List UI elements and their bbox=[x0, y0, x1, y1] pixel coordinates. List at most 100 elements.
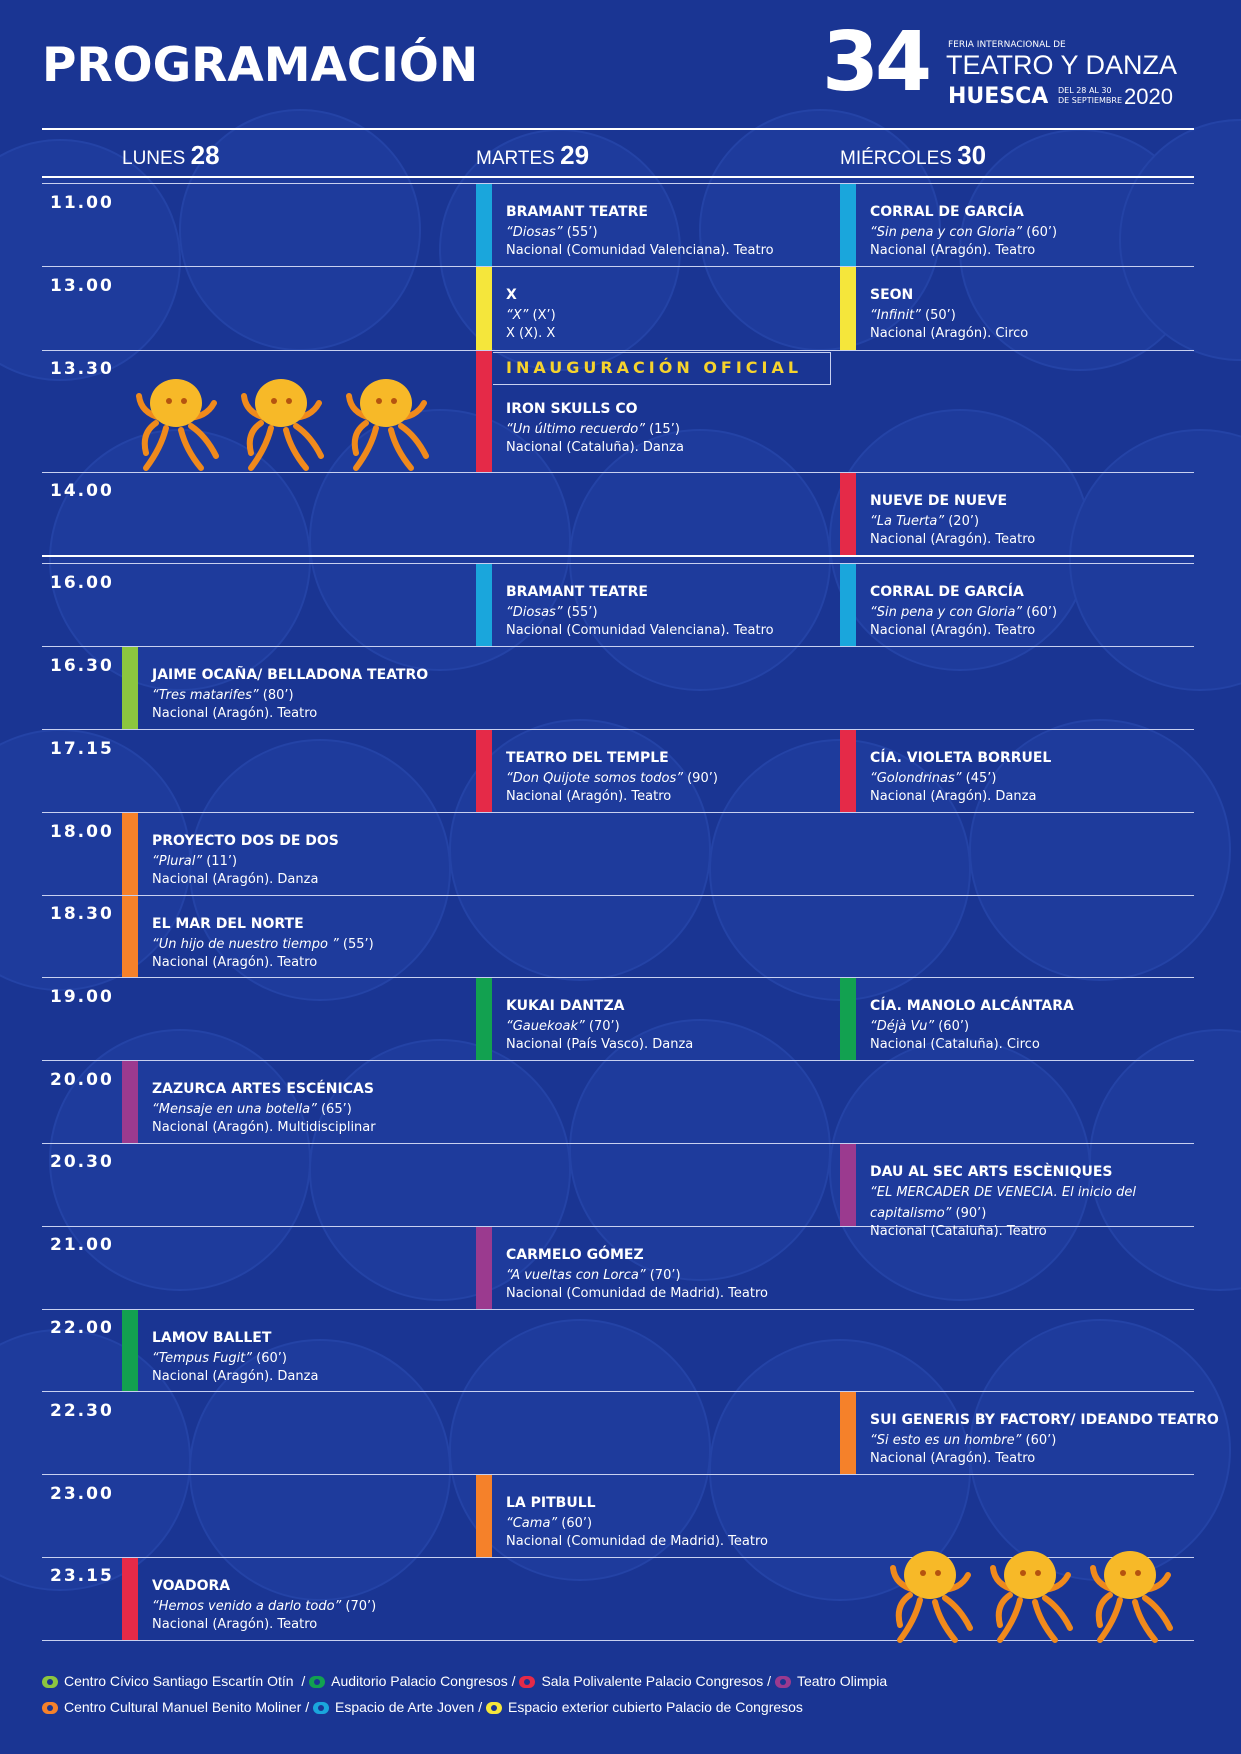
event-company: BRAMANT TEATRE bbox=[506, 584, 648, 600]
legend-separator: / bbox=[301, 1673, 306, 1689]
event-work: “Sin pena y con Gloria” bbox=[870, 225, 1023, 240]
event-work: “Déjà Vu” bbox=[870, 1019, 935, 1034]
venue-color-bar bbox=[840, 1144, 856, 1226]
event-info: Nacional (Aragón). Teatro bbox=[152, 706, 318, 721]
event-work: “Hemos venido a darlo todo” bbox=[152, 1599, 342, 1614]
legend-item: Espacio exterior cubierto Palacio de Con… bbox=[486, 1699, 803, 1715]
event-duration: (60’) bbox=[557, 1516, 593, 1531]
event-company: CARMELO GÓMEZ bbox=[506, 1247, 644, 1263]
location-pin-icon bbox=[42, 1676, 58, 1689]
event-work: “Tempus Fugit” bbox=[152, 1351, 253, 1366]
event-work: “Don Quijote somos todos” bbox=[506, 771, 683, 786]
event-work: “X” bbox=[506, 308, 529, 323]
event-company: NUEVE DE NUEVE bbox=[870, 493, 1008, 509]
venue-color-bar bbox=[476, 564, 492, 646]
event-work: “Tres matarifes” bbox=[152, 688, 259, 703]
event-work: “Un último recuerdo” bbox=[506, 422, 645, 437]
event-duration: (60’) bbox=[252, 1351, 287, 1366]
time-label: 18.30 bbox=[50, 904, 114, 924]
inauguracion-label: INAUGURACIÓN OFICIAL bbox=[506, 358, 803, 377]
venue-color-bar bbox=[476, 351, 492, 472]
event-work: “Si esto es un hombre” bbox=[870, 1433, 1022, 1448]
event-info: Nacional (Cataluña). Teatro bbox=[870, 1224, 1047, 1239]
event-info: Nacional (Aragón). Teatro bbox=[870, 623, 1036, 638]
row-rule bbox=[42, 563, 1194, 564]
venue-color-bar bbox=[122, 647, 138, 729]
legend-label: Teatro Olimpia bbox=[796, 1673, 888, 1689]
row-rule bbox=[42, 646, 1194, 647]
legend-separator: / bbox=[478, 1699, 483, 1715]
event-company: SUI GENERIS BY FACTORY/ IDEANDO TEATRO bbox=[870, 1412, 1219, 1428]
event-info: Nacional (Aragón). Teatro bbox=[152, 955, 318, 970]
legend-item: Espacio de Arte Joven / bbox=[313, 1699, 482, 1715]
event-info: Nacional (Comunidad Valenciana). Teatro bbox=[506, 623, 774, 638]
event-info: Nacional (Aragón). Teatro bbox=[870, 532, 1036, 547]
event-duration: (60’) bbox=[1022, 225, 1058, 240]
time-label: 19.00 bbox=[50, 987, 114, 1007]
event-work: “Plural” bbox=[152, 854, 203, 869]
location-pin-icon bbox=[313, 1702, 330, 1715]
event-company: VOADORA bbox=[152, 1578, 231, 1594]
event-duration: (20’) bbox=[944, 514, 980, 529]
event-duration: (70’) bbox=[341, 1599, 377, 1614]
event-info: Nacional (Aragón). Teatro bbox=[870, 1451, 1036, 1466]
logo-feria: FERIA INTERNACIONAL DE bbox=[948, 40, 1066, 50]
venue-color-bar bbox=[476, 978, 492, 1060]
row-rule bbox=[42, 183, 1194, 184]
time-label: 20.30 bbox=[50, 1152, 114, 1172]
venue-color-bar bbox=[122, 1310, 138, 1391]
event-company: LA PITBULL bbox=[506, 1495, 596, 1511]
time-label: 23.00 bbox=[50, 1484, 114, 1504]
octopus-icon bbox=[136, 379, 429, 471]
event-work: “Mensaje en una botella” bbox=[152, 1102, 317, 1117]
venue-color-bar bbox=[840, 473, 856, 555]
legend-item: Auditorio Palacio Congresos / bbox=[309, 1673, 516, 1689]
row-rule bbox=[42, 472, 1194, 473]
day-number: 29 bbox=[560, 140, 590, 170]
event-work: “Diosas” bbox=[506, 225, 563, 240]
event-info: Nacional (Aragón). Circo bbox=[870, 326, 1029, 341]
time-label: 20.00 bbox=[50, 1070, 114, 1090]
event-company: TEATRO DEL TEMPLE bbox=[506, 750, 669, 766]
legend-item: Sala Polivalente Palacio Congresos / bbox=[519, 1673, 771, 1689]
venue-color-bar bbox=[122, 813, 138, 895]
event-info: Nacional (Comunidad Valenciana). Teatro bbox=[506, 243, 774, 258]
row-rule bbox=[42, 1474, 1194, 1475]
event-company: ZAZURCA ARTES ESCÉNICAS bbox=[152, 1081, 374, 1097]
event-info: X (X). X bbox=[506, 326, 556, 341]
event-duration: (55’) bbox=[562, 605, 598, 620]
time-label: 11.00 bbox=[50, 193, 114, 213]
event-duration: (55’) bbox=[338, 937, 374, 952]
event-duration: (60’) bbox=[1022, 605, 1058, 620]
row-rule bbox=[42, 1640, 1194, 1641]
logo-dates-line1: DEL 28 AL 30 bbox=[1058, 86, 1112, 95]
event-duration: (X’) bbox=[528, 308, 556, 323]
event-work: “Golondrinas” bbox=[870, 771, 962, 786]
event-duration: (80’) bbox=[258, 688, 294, 703]
time-label: 16.00 bbox=[50, 573, 114, 593]
location-pin-icon bbox=[486, 1702, 502, 1715]
event-work: “A vueltas con Lorca” bbox=[506, 1268, 646, 1283]
time-label: 13.30 bbox=[50, 359, 114, 379]
event-company: IRON SKULLS CO bbox=[506, 401, 638, 417]
row-rule bbox=[42, 1391, 1194, 1392]
event-company: DAU AL SEC ARTS ESCÈNIQUES bbox=[870, 1164, 1113, 1180]
event-work: “Gauekoak” bbox=[506, 1019, 585, 1034]
venue-legend-row-2: Centro Cultural Manuel Benito Moliner / … bbox=[42, 1699, 803, 1715]
event-duration: (60’) bbox=[934, 1019, 970, 1034]
event-work: “Infinit” bbox=[870, 308, 921, 323]
legend-separator: / bbox=[305, 1699, 310, 1715]
time-label: 17.15 bbox=[50, 739, 114, 759]
time-label: 13.00 bbox=[50, 276, 114, 296]
time-label: 22.30 bbox=[50, 1401, 114, 1421]
event-info: Nacional (Cataluña). Danza bbox=[506, 440, 684, 455]
day-name: MIÉRCOLES bbox=[840, 148, 952, 169]
event-company: CORRAL DE GARCÍA bbox=[870, 204, 1024, 220]
event-info: Nacional (País Vasco). Danza bbox=[506, 1037, 694, 1052]
venue-color-bar bbox=[840, 564, 856, 646]
legend-separator: / bbox=[511, 1673, 516, 1689]
day-header-martes: MARTES 29 bbox=[476, 140, 589, 171]
event-company: JAIME OCAÑA/ BELLADONA TEATRO bbox=[152, 667, 429, 683]
event-work: “Diosas” bbox=[506, 605, 563, 620]
